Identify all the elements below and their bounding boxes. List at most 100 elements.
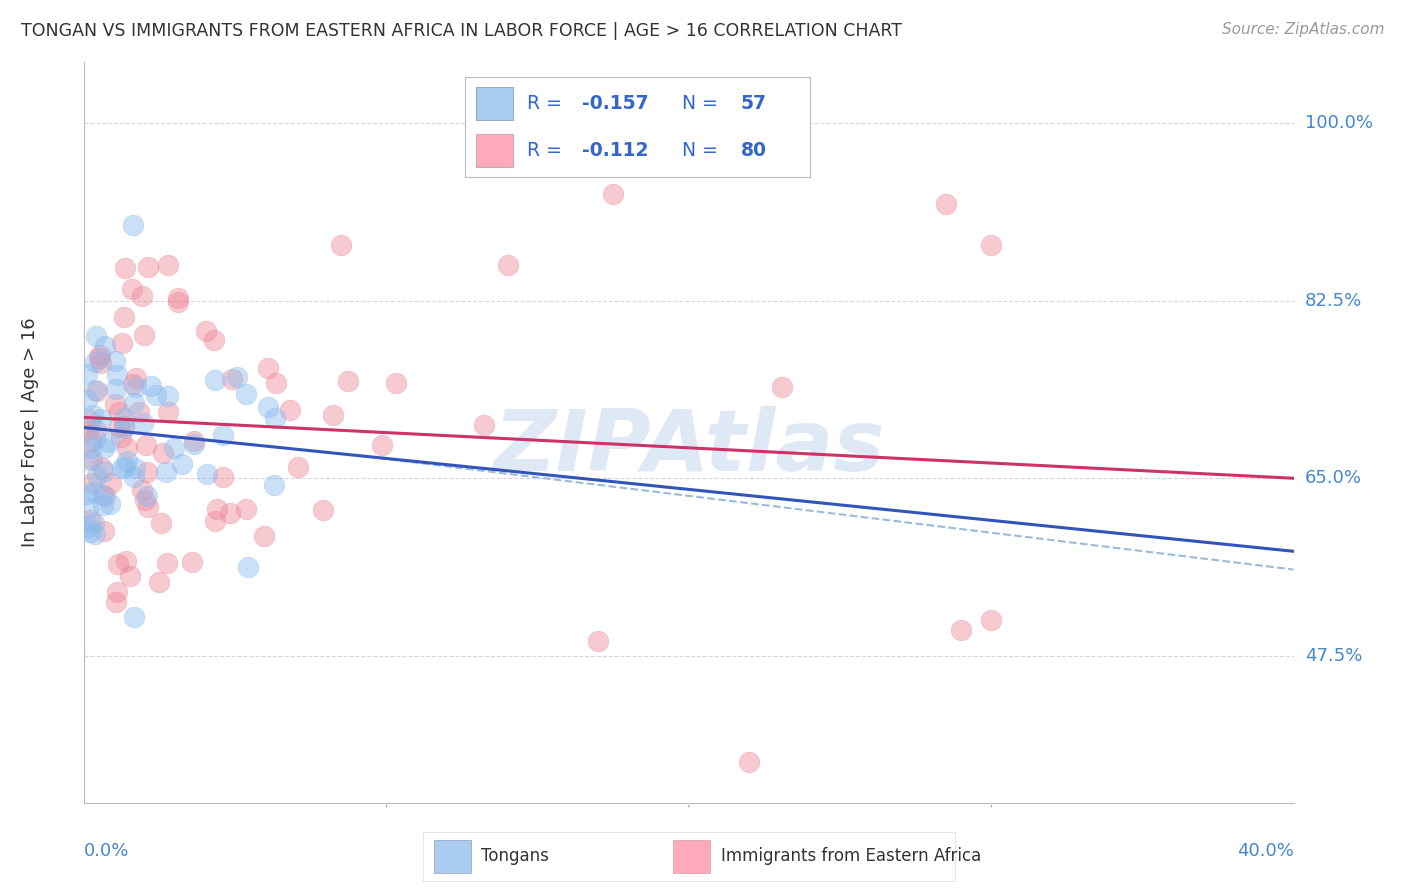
Point [145,388,167,402]
Point [93,441,115,455]
Point [183,434,205,449]
Point [980,613,1002,627]
Point [131,289,153,303]
Point [80,434,103,449]
Point [104,383,127,397]
Point [588,633,610,648]
Point [152,446,174,460]
Point [93,465,115,479]
Point [89,348,111,362]
Point [980,238,1002,252]
Point [112,310,135,325]
Point [87,351,110,365]
Point [90,461,112,475]
Point [280,402,302,417]
Point [93,524,115,538]
Point [136,489,159,503]
Point [181,555,204,569]
Text: 65.0%: 65.0% [1305,469,1361,487]
Point [287,460,309,475]
Point [124,461,146,475]
Point [384,376,406,390]
Point [135,438,157,452]
Text: 100.0%: 100.0% [1305,114,1372,132]
Point [76,500,98,515]
Point [110,429,132,443]
Point [202,333,225,347]
Point [263,477,285,491]
Point [218,506,240,520]
Point [602,187,624,202]
Point [120,569,142,583]
Point [94,489,117,503]
Point [738,756,761,770]
Point [108,405,131,419]
Point [204,373,226,387]
Point [76,393,98,408]
Point [112,421,135,435]
Point [114,261,136,276]
Point [156,405,179,419]
Point [83,516,105,530]
Point [112,419,135,434]
Text: 82.5%: 82.5% [1305,292,1362,310]
Point [98,497,121,511]
Point [90,411,112,425]
Point [149,516,172,530]
Text: 40.0%: 40.0% [1237,842,1294,860]
Point [83,432,105,446]
Point [76,368,98,382]
Point [770,380,793,394]
Point [134,492,156,507]
Point [86,384,108,398]
Point [79,513,101,527]
Point [117,454,139,468]
Point [107,557,129,571]
Point [122,609,145,624]
Point [496,258,519,272]
Point [115,441,138,455]
Point [124,396,146,410]
Point [256,400,278,414]
Point [131,483,153,497]
Point [156,556,179,570]
Point [105,584,128,599]
Point [134,328,156,343]
Point [141,379,163,393]
Point [128,405,150,419]
Point [170,457,193,471]
Text: ZIPAtlas: ZIPAtlas [494,406,884,489]
Point [86,424,108,438]
Point [91,498,114,512]
Point [121,282,143,296]
Point [207,501,229,516]
Point [84,384,107,398]
Point [157,389,180,403]
Point [77,423,100,437]
Point [83,485,105,500]
Point [84,355,107,369]
Point [212,428,235,442]
Point [98,435,121,450]
Point [79,475,101,490]
Text: In Labor Force | Age > 16: In Labor Force | Age > 16 [21,318,39,548]
Point [104,396,127,410]
Point [221,371,243,385]
Point [110,335,132,350]
Point [195,467,218,482]
Point [125,370,148,384]
Point [122,470,145,484]
Point [100,476,122,491]
Point [235,386,257,401]
Text: 47.5%: 47.5% [1305,647,1362,665]
Point [79,525,101,540]
Point [136,260,159,275]
Point [77,520,100,534]
Point [115,554,138,568]
Point [79,452,101,467]
Point [322,408,344,422]
Point [235,502,257,516]
Point [167,294,190,309]
Point [472,417,495,432]
Point [950,624,973,638]
